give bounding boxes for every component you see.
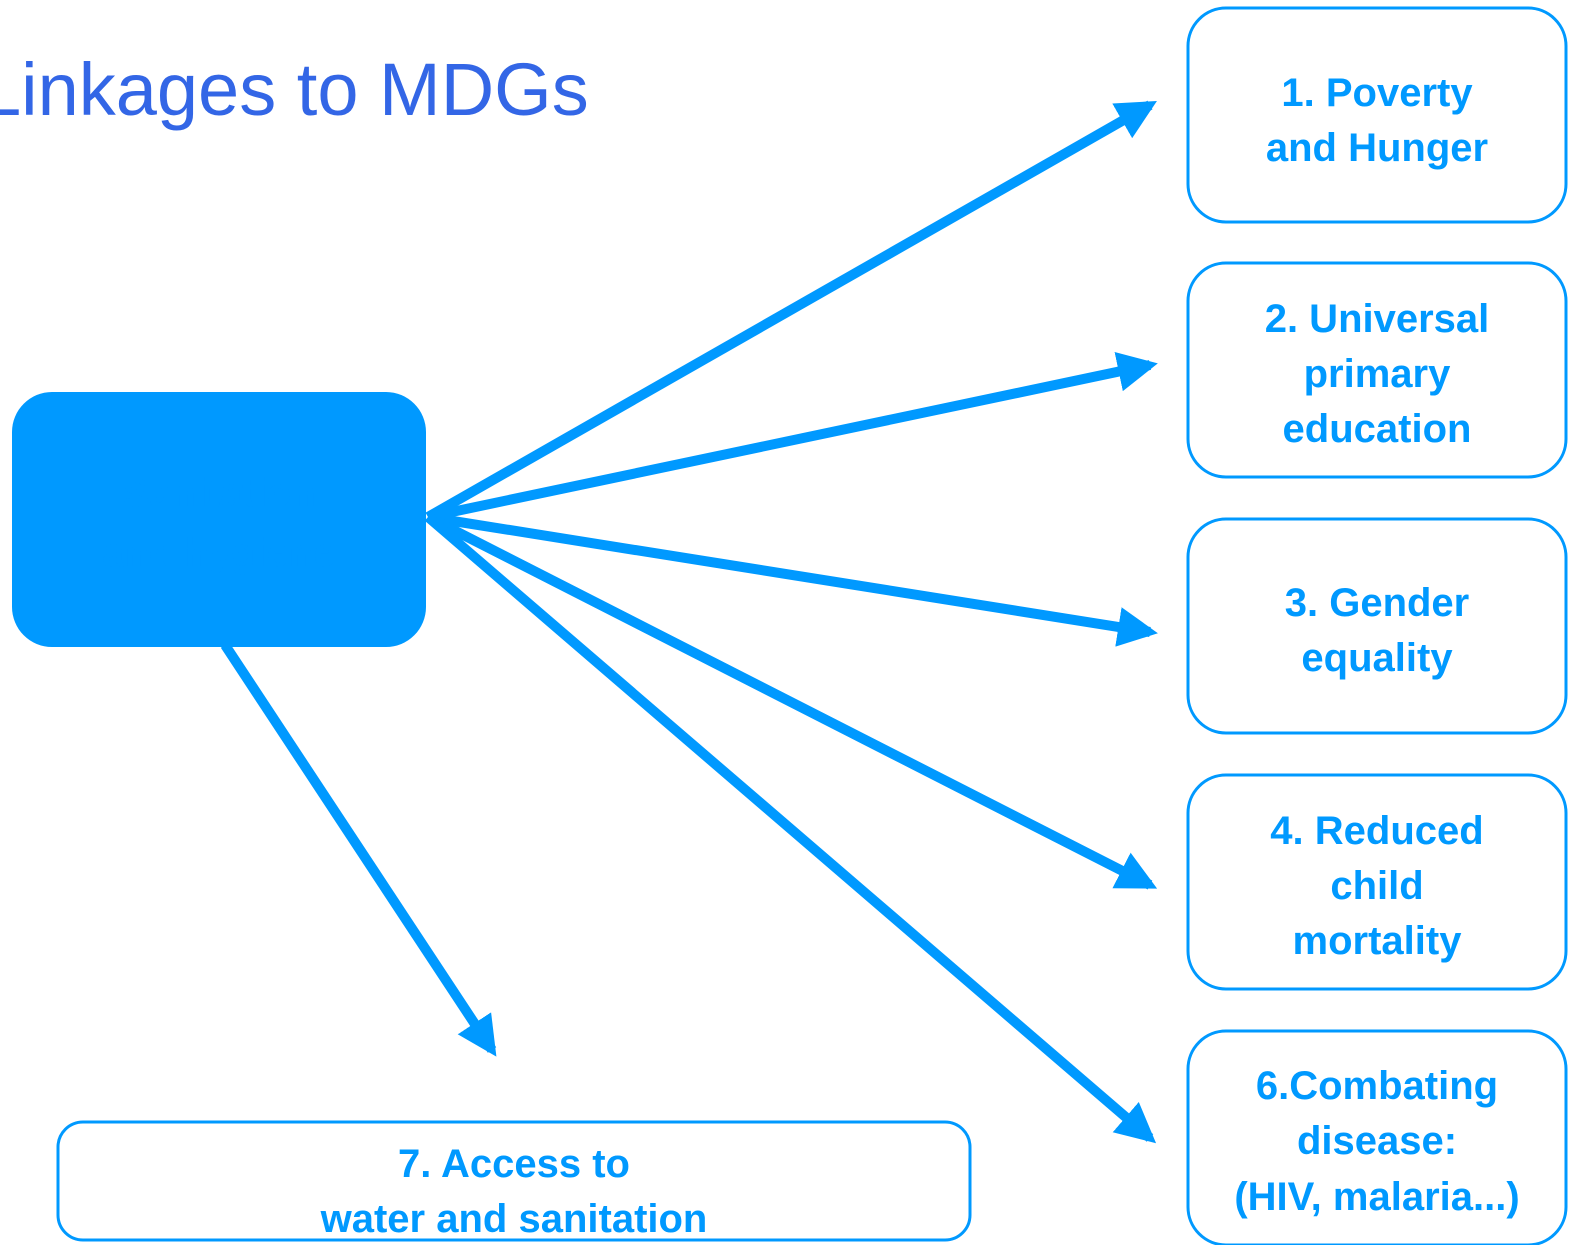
node-label: water and sanitation xyxy=(320,1197,708,1241)
target-node xyxy=(1186,261,1568,479)
node-label: Sanitation xyxy=(122,471,315,515)
node-label: primary xyxy=(1304,352,1451,396)
node-label: 3. Gender xyxy=(1285,581,1470,625)
node-label: (HIV, malaria...) xyxy=(1234,1175,1519,1219)
target-node xyxy=(1186,1029,1568,1245)
node-label: and hygiene xyxy=(102,531,335,575)
target-node xyxy=(1186,773,1568,991)
source-node xyxy=(12,392,426,647)
arrow xyxy=(426,352,1158,522)
node-label: equality xyxy=(1301,636,1453,680)
node-label: 2. Universal xyxy=(1265,297,1490,341)
arrow xyxy=(220,642,497,1057)
node-label: 6.Combating xyxy=(1256,1064,1498,1108)
target-node xyxy=(1186,6,1568,224)
node-label: 1. Poverty xyxy=(1281,71,1473,115)
node-label: 4. Reduced xyxy=(1270,809,1483,853)
bottom-node xyxy=(56,1120,972,1242)
node-label: child xyxy=(1330,864,1423,908)
arrow xyxy=(427,512,1158,647)
target-node xyxy=(1186,517,1568,735)
arrow xyxy=(424,513,1157,1144)
node-label: and Hunger xyxy=(1266,126,1488,170)
node-label: mortality xyxy=(1293,919,1463,963)
node-label: 7. Access to xyxy=(398,1142,630,1186)
arrow xyxy=(425,512,1158,890)
arrow xyxy=(425,100,1157,522)
node-label: disease: xyxy=(1297,1119,1457,1163)
node-label: education xyxy=(1283,407,1472,451)
title: Linkages to MDGs xyxy=(0,48,589,131)
